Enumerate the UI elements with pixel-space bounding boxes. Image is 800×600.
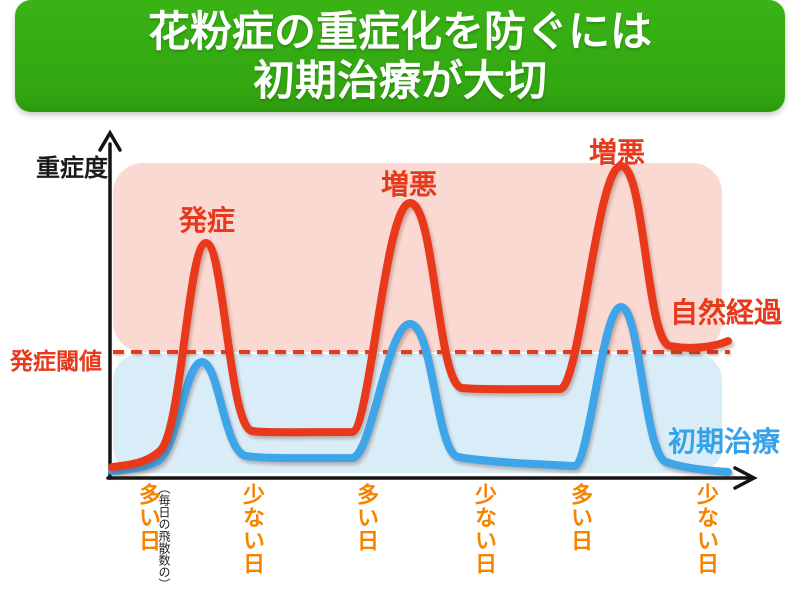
peak-label-onset: 発症 bbox=[179, 205, 236, 236]
page-title-line2: 初期治療が大切 bbox=[252, 57, 547, 104]
series-label-early-treatment: 初期治療 bbox=[668, 426, 781, 457]
peak-label-worsen-1: 増悪 bbox=[381, 169, 438, 200]
x-tick-many-2: 多い日 bbox=[354, 483, 379, 552]
y-axis-arrow-icon bbox=[98, 129, 122, 152]
x-tick-few-1: 少ない日 bbox=[240, 483, 265, 575]
x-tick-many-1: 多い日 bbox=[136, 483, 161, 552]
y-axis-label: 重症度 bbox=[36, 155, 108, 182]
x-tick-many-3: 多い日 bbox=[568, 483, 593, 552]
x-tick-few-3: 少ない日 bbox=[694, 483, 719, 575]
page-title-line1: 花粉症の重症化を防ぐには bbox=[147, 7, 652, 55]
x-axis-note: （毎日の飛散数の） bbox=[157, 482, 171, 590]
x-axis-arrow-icon bbox=[733, 466, 758, 490]
peak-label-worsen-2: 増悪 bbox=[589, 137, 646, 168]
x-tick-few-2: 少ない日 bbox=[472, 483, 497, 575]
early-treatment-curve bbox=[108, 303, 732, 476]
natural-course-curve bbox=[108, 162, 732, 471]
series-label-natural-course: 自然経過 bbox=[670, 297, 783, 328]
header-banner: 花粉症の重症化を防ぐには 初期治療が大切 bbox=[15, 0, 785, 112]
threshold-label: 発症閾値 bbox=[10, 348, 102, 374]
